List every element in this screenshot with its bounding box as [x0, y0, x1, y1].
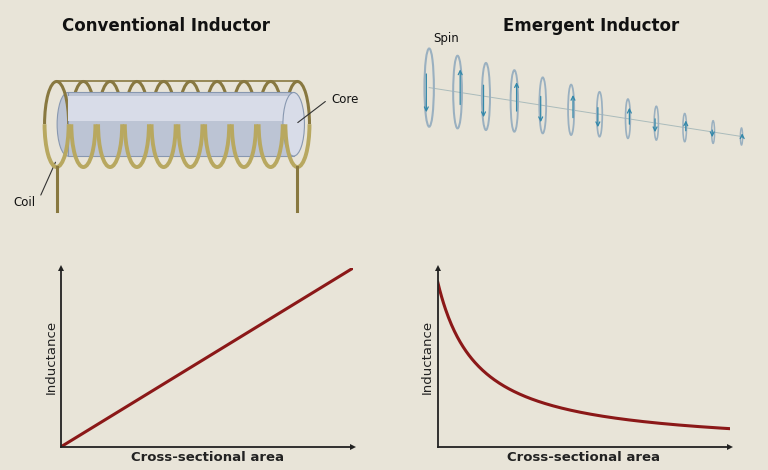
Text: Core: Core [331, 94, 359, 106]
Ellipse shape [57, 93, 78, 156]
Text: Emergent Inductor: Emergent Inductor [503, 17, 679, 35]
Y-axis label: Inductance: Inductance [45, 320, 58, 394]
Text: Conventional Inductor: Conventional Inductor [61, 17, 270, 35]
Text: Coil: Coil [13, 196, 35, 209]
Ellipse shape [283, 93, 304, 156]
Text: Spin: Spin [433, 32, 458, 45]
X-axis label: Cross-sectional area: Cross-sectional area [131, 451, 284, 464]
X-axis label: Cross-sectional area: Cross-sectional area [507, 451, 660, 464]
Y-axis label: Inductance: Inductance [421, 320, 434, 394]
Bar [68, 93, 293, 156]
Bar [68, 96, 293, 121]
